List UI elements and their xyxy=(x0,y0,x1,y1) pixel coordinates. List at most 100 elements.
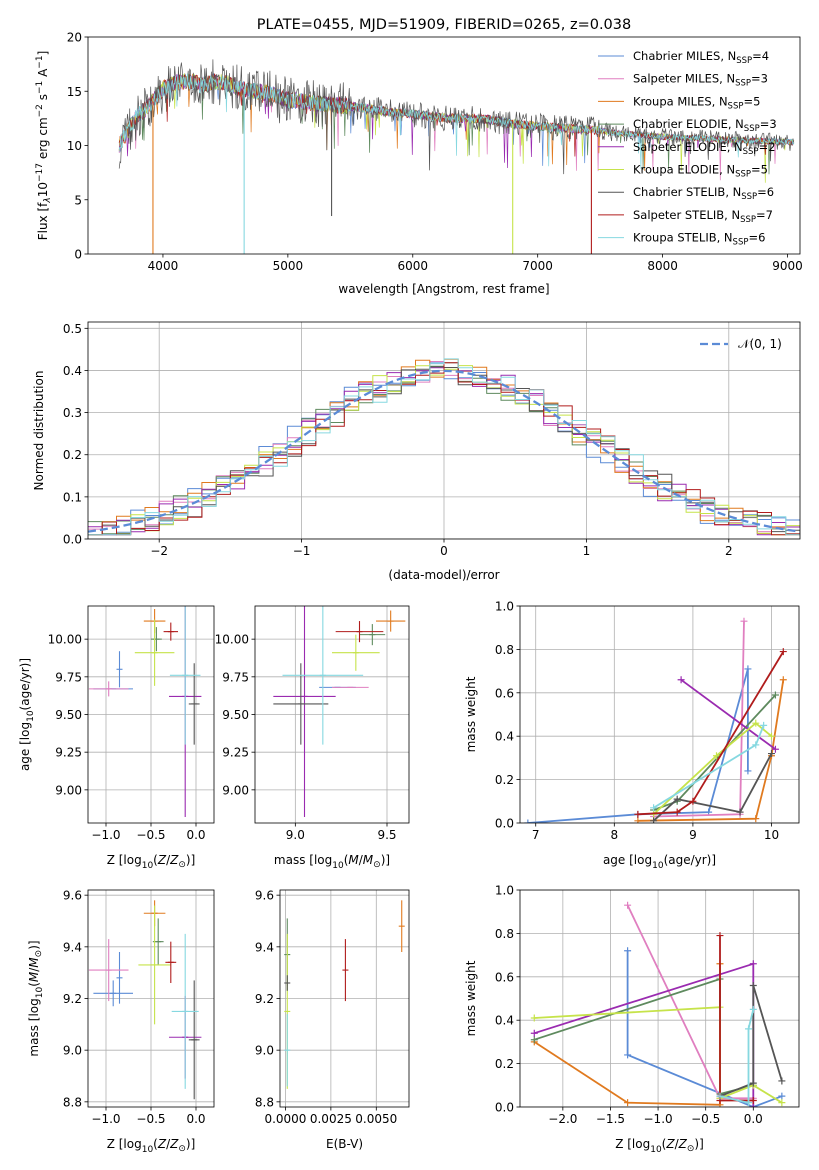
label-part: erg cm xyxy=(36,117,50,163)
weight-marker-kroupa_elodie xyxy=(778,1099,786,1107)
x-tick-label: 0.0 xyxy=(186,1112,205,1126)
x-axis-label: mass [log10(M/M⊙)] xyxy=(274,853,390,871)
axes-spectrum: 4000 5000 6000 7000 8000 9000 0 5 10 15 20 waveleng… xyxy=(67,31,803,297)
weight-marker-kroupa_elodie xyxy=(530,1014,538,1022)
y-axis-label: mass weight xyxy=(464,676,478,752)
x-axis-label: wavelength [Angstrom, rest frame] xyxy=(338,282,549,296)
x-tick-label: 0.0 xyxy=(186,828,205,842)
x-tick-label: −1 xyxy=(293,544,311,558)
label-part: 10 xyxy=(142,861,154,871)
label-part: =6 xyxy=(757,185,774,199)
weight-marker-chabrier_stelib xyxy=(650,817,658,823)
y-tick-label: 9.0 xyxy=(255,1044,274,1058)
y-tick-label: 9.50 xyxy=(55,708,82,722)
label-part: Chabrier MILES, N xyxy=(633,49,736,63)
y-tick-label: 8.8 xyxy=(63,1095,82,1109)
label-part: ( xyxy=(662,1137,667,1151)
label-part: ( xyxy=(153,1137,158,1151)
y-tick-label: 5 xyxy=(74,193,82,207)
axes-residuals: −2 −1 0 1 2 0.0 0.1 0.2 0.3 0.4 0.5 (data-model)/er… xyxy=(32,321,801,582)
weight-marker-salpeter_elodie xyxy=(749,1103,757,1107)
legend-label-kroupa_stelib: Kroupa STELIB, NSSP=6 xyxy=(633,231,765,248)
x-axis-label: (data-model)/error xyxy=(388,568,499,582)
label-part: )] xyxy=(694,1137,703,1151)
y-tick-label: 20 xyxy=(67,31,82,45)
y-tick-label: 9.25 xyxy=(222,746,249,760)
y-tick-label: 8.8 xyxy=(255,1095,274,1109)
label-part: Salpeter STELIB, N xyxy=(633,208,740,222)
x-tick-label: −1.5 xyxy=(596,1112,625,1126)
label-part: Z xyxy=(169,853,179,867)
weight-marker-chabrier_stelib xyxy=(736,808,744,816)
y-tick-label: 10 xyxy=(67,139,82,153)
label-part: SSP xyxy=(728,101,744,111)
label-part: (age/yr)] xyxy=(18,658,32,710)
label-part: Z xyxy=(665,1137,675,1151)
weight-marker-salpeter_stelib xyxy=(749,1096,757,1104)
legend-label-salpeter_miles: Salpeter MILES, NSSP=3 xyxy=(633,72,768,89)
label-part: Z xyxy=(169,1137,179,1151)
label-part: Salpeter MILES, N xyxy=(633,72,735,86)
legend-label-chabrier_miles: Chabrier MILES, NSSP=4 xyxy=(633,49,769,66)
label-part: ( xyxy=(344,853,349,867)
label-part: )] xyxy=(381,853,390,867)
weight-marker-chabrier_miles xyxy=(524,819,532,823)
label-part: M xyxy=(363,853,374,867)
weight-marker-kroupa_stelib xyxy=(752,741,760,749)
weight-line-kroupa_elodie xyxy=(652,722,773,815)
weight-marker-kroupa_stelib xyxy=(749,1005,757,1013)
label-part: −17 xyxy=(35,163,45,182)
legend-label-kroupa_elodie: Kroupa ELODIE, NSSP=5 xyxy=(633,163,768,180)
weight-marker-salpeter_elodie xyxy=(771,745,779,753)
y-axis-label: Normed distribution xyxy=(32,371,46,491)
spectrum-line-chabrier_stelib xyxy=(118,59,795,175)
x-tick-label: 7 xyxy=(532,828,540,842)
x-axis-label: age [log10(age/yr)] xyxy=(603,853,716,871)
y-tick-label: 10.00 xyxy=(215,633,249,647)
axes-frame xyxy=(519,889,800,1108)
legend-label-chabrier_elodie: Chabrier ELODIE, NSSP=3 xyxy=(633,117,777,134)
label-part: )] xyxy=(186,853,195,867)
label-part: −1 xyxy=(35,55,45,68)
label-part: mass [log xyxy=(27,998,41,1056)
weight-line-chabrier_miles xyxy=(626,950,783,1107)
y-tick-label: 0.6 xyxy=(495,970,514,984)
x-tick-label: 1 xyxy=(583,544,591,558)
x-tick-label: 9000 xyxy=(772,259,803,273)
label-part: 10 xyxy=(332,861,344,871)
y-tick-label: 0.0 xyxy=(63,533,82,547)
x-tick-label: −2 xyxy=(150,544,168,558)
x-axis-label: E(B-V) xyxy=(326,1137,363,1151)
spectrum-line-kroupa_stelib xyxy=(118,73,795,169)
label-part: ] xyxy=(36,51,50,56)
x-tick-label: 0 xyxy=(440,544,448,558)
weight-marker-kroupa_miles xyxy=(634,817,642,823)
label-part: ⊙ xyxy=(178,1144,186,1154)
y-tick-label: 0 xyxy=(74,248,82,262)
weight-marker-chabrier_miles xyxy=(778,1092,786,1100)
label-part: λ xyxy=(43,197,53,203)
label-part: ( xyxy=(27,982,41,987)
x-tick-label: −1.0 xyxy=(91,1112,120,1126)
plot-area-spectrum xyxy=(118,59,795,254)
label-part: / xyxy=(27,967,41,972)
x-tick-label: 0.0050 xyxy=(355,1112,397,1126)
x-tick-label: 9.0 xyxy=(286,828,305,842)
label-part: 10 xyxy=(142,1145,154,1155)
label-part: ( xyxy=(153,853,158,867)
label-part: Kroupa ELODIE, N xyxy=(633,163,735,177)
x-tick-label: 9 xyxy=(689,828,697,842)
label-part: =3 xyxy=(751,72,768,86)
label-part: =4 xyxy=(752,49,769,63)
label-part: age [log xyxy=(18,722,32,771)
label-part: s xyxy=(36,94,50,104)
label-part: 10 xyxy=(36,182,50,197)
y-tick-label: 0.5 xyxy=(63,322,82,336)
label-part: Flux [f xyxy=(36,202,50,240)
label-part: Chabrier ELODIE, N xyxy=(633,117,744,131)
x-tick-label: 6000 xyxy=(397,259,428,273)
x-tick-label: 2 xyxy=(725,544,733,558)
label-part: )] xyxy=(186,1137,195,1151)
label-part: −2 xyxy=(35,104,45,117)
